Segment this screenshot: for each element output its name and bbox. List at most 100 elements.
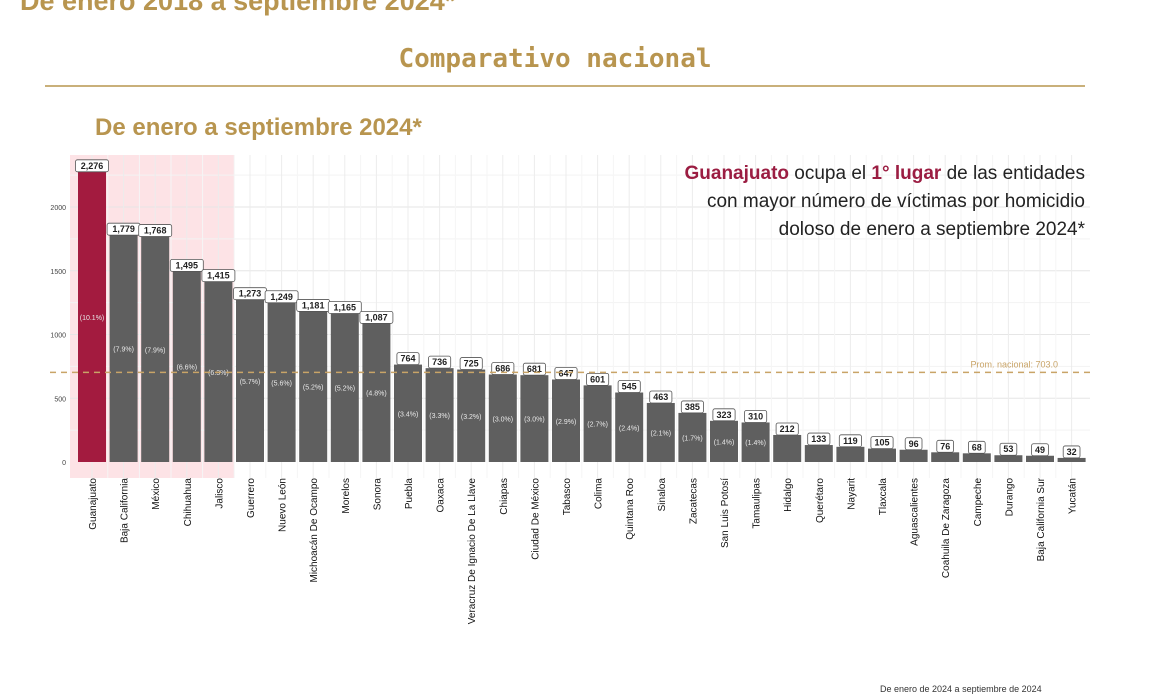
bar	[899, 449, 928, 462]
value-label: 53	[1003, 444, 1013, 454]
value-label-box	[75, 159, 109, 173]
y-tick-label: 0	[62, 460, 66, 467]
x-tick-label: Tamaulipas	[752, 478, 763, 529]
value-label: 601	[590, 374, 605, 384]
footer-period: De enero de 2024 a septiembre de 2024	[880, 684, 1042, 694]
value-label-box	[968, 440, 986, 454]
bar	[425, 368, 454, 462]
value-label: 1,087	[365, 312, 388, 322]
bar	[646, 402, 675, 462]
value-label-box	[396, 352, 420, 365]
y-tick-label: 1000	[50, 333, 66, 340]
bar	[836, 446, 865, 462]
x-tick-label: San Luis Potosí	[720, 478, 731, 548]
percent-label: (5.7%)	[240, 379, 261, 386]
percent-label: (3.2%)	[461, 414, 482, 421]
x-tick-label: Baja California	[120, 478, 131, 543]
value-label: 1,249	[270, 292, 293, 302]
value-label-box	[870, 436, 894, 450]
bar	[141, 236, 170, 462]
bar	[615, 392, 644, 462]
bar	[583, 385, 612, 462]
bar	[931, 452, 960, 462]
percent-label: (3.0%)	[524, 417, 545, 424]
value-label-box	[775, 422, 799, 436]
value-label-box	[807, 432, 831, 446]
x-tick-label: Aguascalientes	[910, 478, 921, 546]
bar	[520, 375, 549, 462]
x-tick-label: Ciudad De México	[530, 478, 541, 560]
x-tick-label: Querétaro	[815, 478, 826, 523]
bar	[488, 374, 517, 462]
bar	[362, 323, 391, 462]
bar	[299, 311, 328, 462]
percent-label: (6.6%)	[176, 365, 197, 372]
bar	[330, 313, 359, 462]
x-tick-label: Campeche	[973, 478, 984, 527]
bar	[710, 420, 738, 462]
bar	[804, 445, 833, 462]
x-tick-label: Puebla	[404, 478, 415, 510]
value-label-box	[744, 410, 768, 423]
value-label-box	[327, 301, 362, 314]
section-title: Comparativo nacional	[398, 44, 712, 74]
x-tick-label: Zacatecas	[688, 478, 699, 524]
x-tick-label: Yucatán	[1068, 478, 1079, 514]
percent-label: (6.3%)	[208, 370, 229, 377]
percent-label: (1.4%)	[745, 440, 766, 447]
value-label-box	[649, 390, 673, 404]
percent-label: (2.7%)	[587, 422, 608, 429]
bar	[678, 412, 707, 462]
percent-label: (4.8%)	[366, 391, 387, 398]
value-label-box	[169, 258, 204, 272]
percent-label: (5.6%)	[271, 380, 292, 387]
value-label: 76	[940, 441, 950, 451]
value-label-box	[1062, 445, 1081, 459]
x-tick-label: Baja California Sur	[1036, 477, 1047, 561]
value-label-box	[904, 437, 923, 451]
x-tick-label: Coahuila De Zaragoza	[941, 478, 952, 578]
x-tick-label: Tlaxcala	[878, 478, 889, 516]
value-label: 1,415	[207, 271, 230, 281]
percent-label: (1.4%)	[714, 439, 735, 446]
x-tick-label: Sonora	[372, 478, 383, 511]
value-label-box	[936, 439, 954, 453]
bar	[236, 299, 264, 462]
bar	[109, 235, 138, 462]
x-tick-label: Oaxaca	[436, 478, 447, 513]
divider	[45, 85, 1085, 87]
value-label: 1,165	[334, 302, 357, 312]
value-label-box	[617, 380, 641, 393]
value-label: 764	[400, 354, 415, 364]
value-label: 323	[716, 410, 731, 420]
value-label-box	[680, 400, 704, 414]
bar	[78, 171, 106, 462]
y-tick-label: 500	[54, 396, 66, 403]
y-tick-label: 1500	[50, 269, 66, 276]
x-tick-label: Hidalgo	[783, 478, 794, 512]
value-label: 647	[558, 369, 573, 379]
percent-label: (2.1%)	[650, 430, 671, 437]
bar	[994, 455, 1023, 462]
percent-label: (7.9%)	[113, 347, 134, 354]
value-label: 1,273	[239, 289, 262, 299]
bar	[1026, 455, 1054, 462]
value-label: 1,495	[176, 260, 199, 270]
x-tick-label: Veracruz De Ignacio De La Llave	[467, 478, 478, 625]
x-tick-label: Jalisco	[214, 478, 225, 509]
bar	[552, 379, 580, 462]
x-tick-label: Michoacán De Ocampo	[309, 478, 320, 583]
value-label: 1,768	[144, 226, 167, 236]
value-label: 32	[1067, 447, 1077, 457]
bar	[1057, 457, 1086, 462]
bar	[741, 422, 770, 462]
x-tick-label: Chihuahua	[183, 478, 194, 527]
x-tick-label: Nayarit	[846, 478, 857, 510]
x-tick-label: Durango	[1004, 478, 1015, 517]
bar	[773, 434, 802, 462]
value-label-box	[586, 372, 610, 386]
value-label-box	[138, 224, 173, 237]
percent-label: (10.1%)	[80, 315, 105, 322]
value-label: 68	[972, 442, 982, 452]
